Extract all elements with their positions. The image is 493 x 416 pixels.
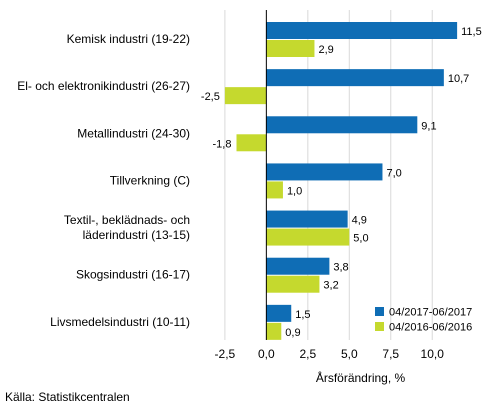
category-label: Kemisk industri (19-22) (67, 32, 190, 46)
category-label: Livsmedelsindustri (10-11) (50, 315, 190, 329)
bar-s1-c4 (266, 228, 350, 246)
category-label: Metallindustri (24-30) (77, 126, 190, 140)
data-label-s0-c0: 11,5 (461, 26, 482, 38)
bar-s0-c6 (266, 304, 292, 322)
category-label: Skogsindustri (16-17) (76, 268, 190, 282)
data-label-s1-c0: 2,9 (318, 44, 333, 56)
x-tick-label: 0,0 (258, 347, 275, 361)
bar-s1-c2 (236, 134, 267, 152)
bar-s1-c6 (266, 322, 282, 340)
bar-s1-c1 (224, 87, 267, 105)
bar-s0-c0 (266, 22, 458, 39)
data-label-s1-c6: 0,9 (285, 327, 300, 339)
category-label: El- och elektronikindustri (26-27) (17, 79, 190, 93)
data-label-s0-c4: 4,9 (352, 215, 367, 227)
x-tick-label: -2,5 (215, 347, 236, 361)
x-tick-label: 5,0 (341, 347, 358, 361)
data-label-s0-c2: 9,1 (421, 120, 436, 132)
bar-s1-c3 (266, 181, 283, 199)
category-label: Tillverkning (C) (110, 173, 190, 187)
legend-label-1: 04/2016-06/2016 (389, 322, 472, 334)
category-label: Textil-, beklädnads- och (64, 213, 190, 227)
source-text: Källa: Statistikcentralen (5, 390, 130, 404)
data-label-s1-c4: 5,0 (353, 233, 368, 245)
bar-s0-c4 (266, 210, 348, 228)
data-label-s0-c3: 7,0 (386, 167, 401, 179)
x-axis-title: Årsförändring, % (316, 370, 406, 385)
x-tick-label: 7,5 (382, 347, 399, 361)
bar-s1-c5 (266, 275, 320, 293)
legend-label-0: 04/2017-06/2017 (389, 307, 472, 319)
x-tick-label: 10,0 (421, 347, 445, 361)
bar-s1-c0 (266, 40, 315, 57)
bar-s0-c5 (266, 257, 330, 275)
category-label: läderindustri (13-15) (83, 228, 190, 242)
data-label-s1-c1: -2,5 (201, 91, 220, 103)
bar-s0-c3 (266, 163, 383, 181)
data-label-s0-c5: 3,8 (333, 262, 348, 274)
x-tick-label: 2,5 (299, 347, 316, 361)
data-label-s1-c2: -1,8 (213, 138, 232, 150)
data-label-s1-c3: 1,0 (287, 185, 302, 197)
data-label-s0-c1: 10,7 (448, 73, 469, 85)
data-label-s0-c6: 1,5 (295, 309, 310, 321)
legend-swatch-1 (375, 322, 384, 331)
data-label-s1-c5: 3,2 (323, 280, 338, 292)
bar-s0-c2 (266, 116, 418, 134)
bar-s0-c1 (266, 69, 444, 87)
legend-swatch-0 (375, 307, 384, 316)
